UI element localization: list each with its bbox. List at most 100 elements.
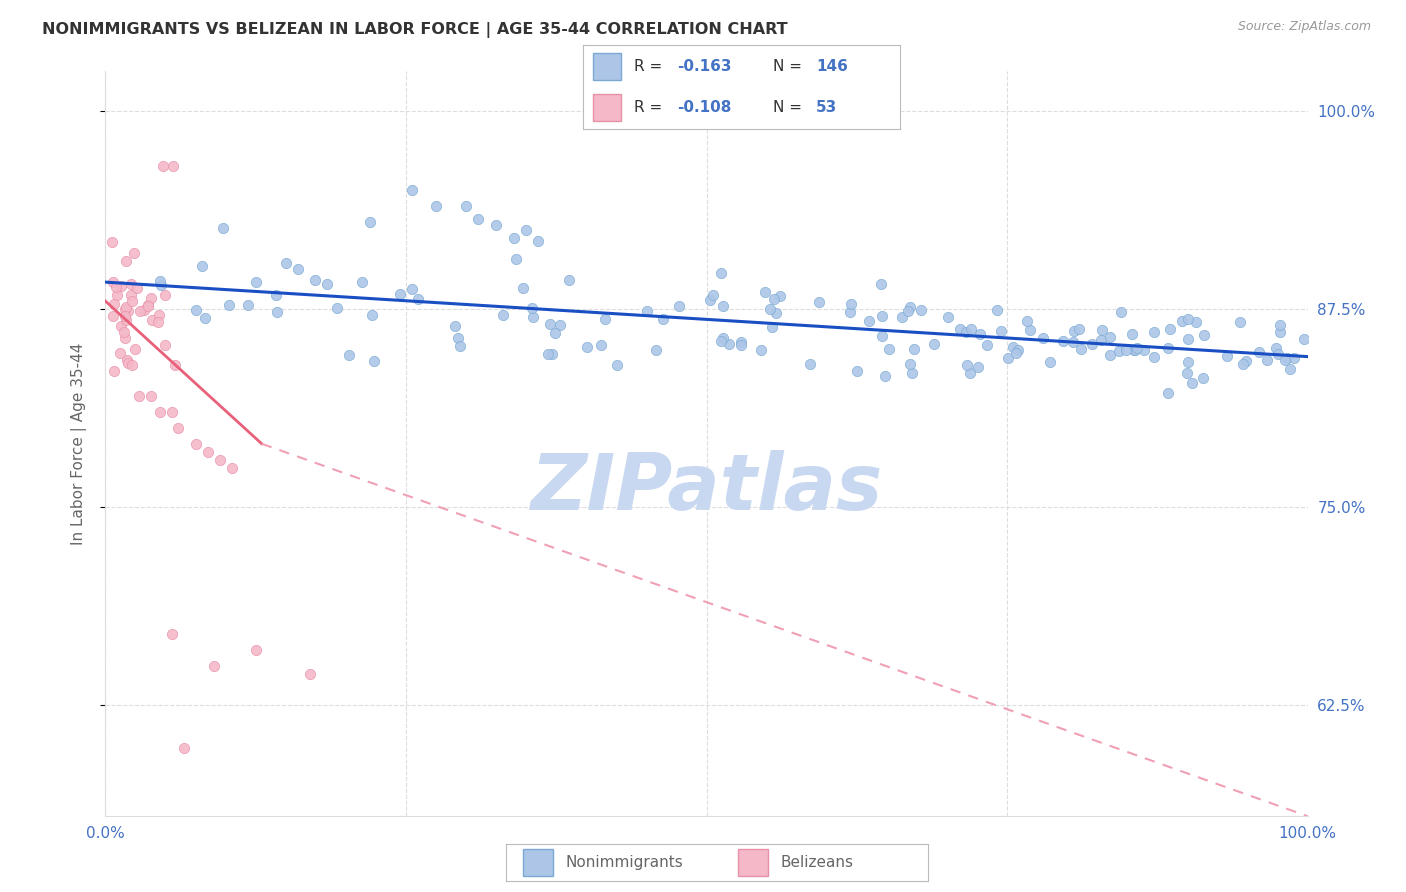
Point xyxy=(922,337,945,351)
Point xyxy=(1159,322,1181,336)
Point xyxy=(898,300,921,314)
Point xyxy=(1232,357,1254,371)
Point xyxy=(896,304,918,318)
Point xyxy=(765,306,787,320)
Point xyxy=(1125,342,1147,356)
Point xyxy=(121,358,143,372)
Point xyxy=(1177,311,1199,326)
Point xyxy=(668,299,690,313)
Point xyxy=(221,460,243,475)
Point xyxy=(997,351,1019,365)
Text: N =: N = xyxy=(773,100,803,115)
Point xyxy=(485,218,508,232)
Point xyxy=(870,277,893,292)
Point xyxy=(1249,345,1271,359)
Point xyxy=(149,274,172,288)
Point xyxy=(710,334,733,348)
Point xyxy=(845,364,868,378)
Point xyxy=(202,658,225,673)
Point xyxy=(153,338,176,352)
Point xyxy=(363,353,385,368)
Point xyxy=(558,273,581,287)
Point xyxy=(103,275,125,289)
Point xyxy=(949,322,972,336)
Point xyxy=(754,285,776,300)
Point xyxy=(512,281,534,295)
Point xyxy=(1175,366,1198,380)
Point xyxy=(877,342,900,356)
Point xyxy=(1192,328,1215,343)
Text: N =: N = xyxy=(773,59,803,74)
Point xyxy=(212,221,235,235)
Point xyxy=(103,364,125,378)
Point xyxy=(702,288,724,302)
Point xyxy=(1234,354,1257,368)
Point xyxy=(606,358,628,372)
Point xyxy=(141,313,163,327)
Point xyxy=(1268,318,1291,333)
Point xyxy=(447,331,470,345)
Point xyxy=(1143,350,1166,364)
Point xyxy=(152,160,174,174)
Point xyxy=(149,277,172,292)
Point xyxy=(1216,349,1239,363)
Point xyxy=(898,357,921,371)
Point xyxy=(1278,362,1301,376)
Point xyxy=(875,369,897,384)
Point xyxy=(730,338,752,352)
Point xyxy=(1171,314,1194,328)
Point xyxy=(316,277,339,292)
Point xyxy=(543,326,565,341)
FancyBboxPatch shape xyxy=(593,54,621,80)
Point xyxy=(194,310,217,325)
Point xyxy=(538,318,561,332)
Point xyxy=(799,357,821,371)
Point xyxy=(162,160,184,174)
Point xyxy=(389,286,412,301)
Point xyxy=(160,627,183,641)
Point xyxy=(1268,325,1291,339)
Text: -0.163: -0.163 xyxy=(676,59,731,74)
Point xyxy=(298,666,321,681)
Point xyxy=(287,262,309,277)
Point xyxy=(960,322,983,336)
Point xyxy=(148,309,170,323)
Point xyxy=(114,301,136,316)
Point xyxy=(166,421,188,435)
Point xyxy=(276,256,298,270)
Point xyxy=(527,234,550,248)
Point xyxy=(1007,343,1029,357)
Point xyxy=(173,741,195,756)
Point xyxy=(110,346,132,360)
Point xyxy=(537,347,560,361)
Point xyxy=(520,301,543,315)
Point xyxy=(1063,324,1085,338)
Point xyxy=(1002,340,1025,354)
Point xyxy=(1109,305,1132,319)
Text: R =: R = xyxy=(634,59,662,74)
Point xyxy=(1284,351,1306,366)
Point xyxy=(103,297,125,311)
Point xyxy=(839,305,862,319)
Point xyxy=(769,289,792,303)
Point xyxy=(266,305,288,319)
Text: Belizeans: Belizeans xyxy=(780,855,853,870)
Point xyxy=(101,235,124,249)
Point xyxy=(710,266,733,280)
Point xyxy=(112,325,135,339)
Point xyxy=(967,359,990,374)
Point xyxy=(104,280,127,294)
Point xyxy=(122,246,145,260)
Point xyxy=(959,366,981,380)
Point xyxy=(117,356,139,370)
Point xyxy=(115,300,138,314)
Point xyxy=(350,275,373,289)
Text: 146: 146 xyxy=(815,59,848,74)
Point xyxy=(304,272,326,286)
Point xyxy=(652,312,675,326)
Point xyxy=(1039,355,1062,369)
Point xyxy=(115,353,138,368)
Point xyxy=(1099,330,1122,344)
Point xyxy=(184,303,207,318)
Point xyxy=(1292,332,1315,346)
